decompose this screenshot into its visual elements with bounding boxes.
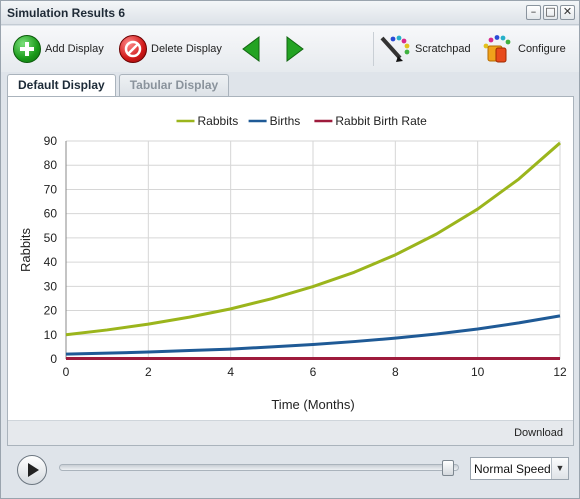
- x-tick-label: 2: [145, 365, 152, 379]
- download-link[interactable]: Download: [514, 427, 563, 439]
- window-title: Simulation Results 6: [7, 6, 126, 20]
- results-chart: 0 2 4 6 8 10 12 0 10 20 30 40 50 60 70 80 90 Time (Months…: [18, 114, 567, 412]
- y-tick-label: 50: [44, 231, 58, 245]
- add-display-button[interactable]: Add Display: [13, 34, 104, 64]
- x-tick-label: 8: [392, 365, 399, 379]
- scratchpad-button[interactable]: Scratchpad: [379, 34, 471, 64]
- x-tick-label: 10: [471, 365, 485, 379]
- x-axis-label: Time (Months): [271, 397, 354, 412]
- x-tick-label: 12: [553, 365, 567, 379]
- legend-entry: Births: [270, 114, 301, 128]
- arrow-right-icon: [286, 36, 304, 62]
- y-tick-label: 80: [44, 158, 58, 172]
- panel-footer: Download: [8, 420, 573, 445]
- y-axis-label: Rabbits: [18, 227, 33, 272]
- x-tick-label: 0: [63, 365, 70, 379]
- x-tick-label: 6: [310, 365, 317, 379]
- series-line-rabbits: [65, 141, 561, 337]
- speed-select[interactable]: Normal Speed ▼: [470, 457, 569, 480]
- delete-icon: [119, 35, 147, 63]
- maximize-button[interactable]: □: [543, 5, 558, 20]
- y-tick-label: 90: [44, 134, 58, 148]
- scratchpad-icon: [380, 35, 410, 62]
- y-tick-label: 30: [44, 279, 58, 293]
- chevron-down-icon[interactable]: ▼: [551, 458, 568, 479]
- close-button[interactable]: ✕: [560, 5, 575, 20]
- display-panel: 0 2 4 6 8 10 12 0 10 20 30 40 50 60 70 80 90 Time (Months…: [7, 96, 574, 446]
- arrow-left-icon: [242, 36, 260, 62]
- series-line-births: [65, 314, 561, 356]
- configure-label: Configure: [518, 43, 566, 55]
- play-button[interactable]: [17, 455, 47, 485]
- tab-default-display[interactable]: Default Display: [7, 74, 116, 97]
- configure-icon: [483, 35, 511, 63]
- y-tick-label: 20: [44, 304, 58, 318]
- delete-display-label: Delete Display: [151, 43, 222, 55]
- delete-display-button[interactable]: Delete Display: [119, 34, 222, 64]
- toolbar-separator: [373, 32, 374, 66]
- add-display-label: Add Display: [45, 43, 104, 55]
- toolbar: Add Display Delete Display Scratchpad: [1, 26, 579, 72]
- legend-entry: Rabbit Birth Rate: [335, 114, 427, 128]
- y-tick-label: 0: [50, 352, 57, 366]
- display-tabs: Default Display Tabular Display: [7, 74, 230, 97]
- y-tick-label: 70: [44, 182, 58, 196]
- y-tick-label: 10: [44, 328, 58, 342]
- add-icon: [13, 35, 41, 63]
- configure-button[interactable]: Configure: [482, 34, 566, 64]
- time-slider-thumb[interactable]: [442, 460, 454, 476]
- play-icon: [28, 463, 39, 477]
- next-button[interactable]: [285, 34, 305, 64]
- y-tick-label: 60: [44, 207, 58, 221]
- window-controls: – □ ✕: [526, 5, 575, 20]
- y-tick-label: 40: [44, 255, 58, 269]
- previous-button[interactable]: [241, 34, 261, 64]
- chart-legend: Rabbits Births Rabbit Birth Rate: [176, 114, 427, 128]
- title-bar[interactable]: Simulation Results 6 – □ ✕: [1, 1, 579, 25]
- time-slider[interactable]: [59, 460, 459, 476]
- speed-select-value: Normal Speed: [474, 462, 551, 476]
- tab-tabular-display[interactable]: Tabular Display: [118, 74, 230, 96]
- playback-bar: Normal Speed ▼: [1, 448, 579, 498]
- scratchpad-label: Scratchpad: [415, 43, 471, 55]
- minimize-button[interactable]: –: [526, 5, 541, 20]
- x-tick-label: 4: [227, 365, 234, 379]
- legend-entry: Rabbits: [198, 114, 239, 128]
